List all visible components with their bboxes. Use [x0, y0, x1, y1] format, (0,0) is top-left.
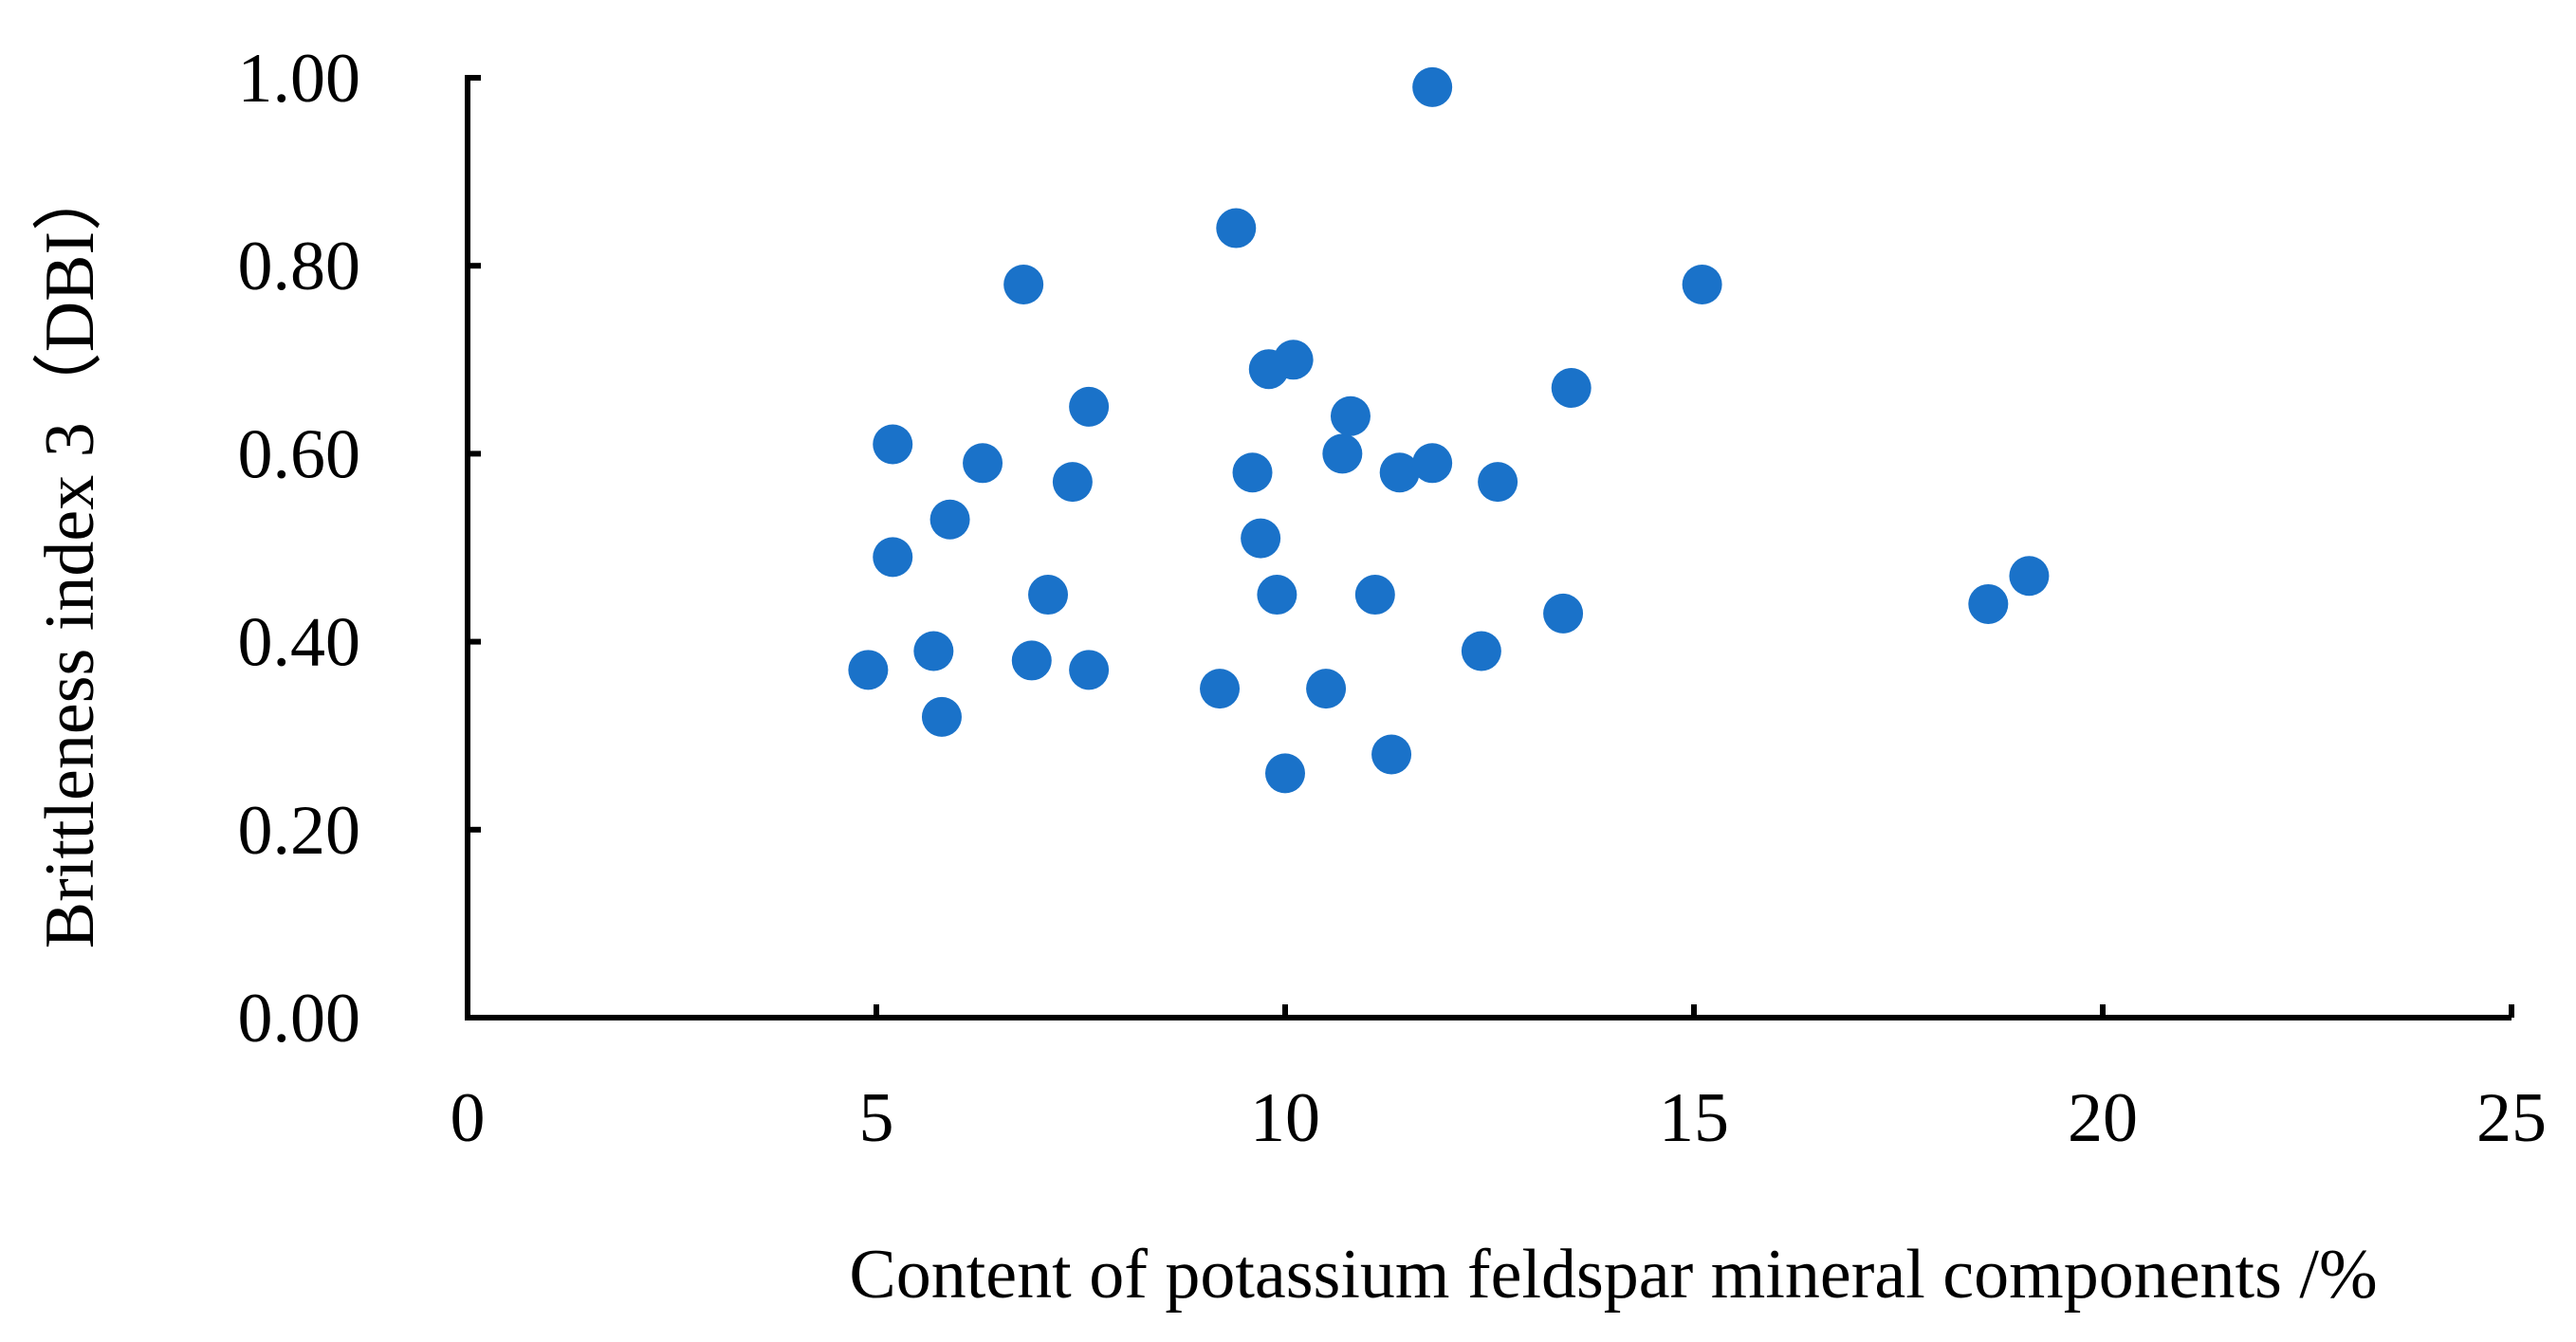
- axes: [465, 75, 2512, 1020]
- data-point: [963, 443, 1003, 484]
- x-tick-label: 20: [2068, 1079, 2138, 1157]
- data-point: [1216, 208, 1257, 248]
- y-tick-label: 1.00: [238, 40, 361, 118]
- y-tick-label: 0.40: [238, 604, 361, 682]
- x-axis-ticks: 0 5 10 15 20 25: [451, 1004, 2547, 1157]
- data-point: [873, 424, 913, 465]
- data-points: [848, 66, 2050, 794]
- data-point: [1003, 265, 1044, 305]
- x-tick-label: 25: [2476, 1079, 2547, 1157]
- data-point: [1478, 462, 1518, 503]
- data-point: [1069, 650, 1110, 690]
- x-tick-label: 10: [1250, 1079, 1320, 1157]
- data-point: [913, 631, 954, 671]
- data-point: [1011, 640, 1052, 681]
- data-point: [1306, 669, 1347, 709]
- data-point: [1069, 386, 1110, 427]
- x-tick-label: 15: [1659, 1079, 1729, 1157]
- data-point: [1265, 753, 1305, 794]
- data-point: [1330, 395, 1371, 436]
- y-tick-label: 0.80: [238, 228, 361, 305]
- data-point: [1052, 462, 1093, 503]
- data-point: [1412, 66, 1453, 107]
- data-point: [1354, 575, 1395, 616]
- data-point: [1200, 669, 1241, 709]
- data-point: [1028, 575, 1069, 616]
- data-point: [1412, 443, 1453, 484]
- x-tick-label: 5: [859, 1079, 894, 1157]
- data-point: [1371, 734, 1412, 775]
- data-point: [921, 696, 962, 737]
- data-point: [929, 499, 970, 540]
- y-tick-label: 0.60: [238, 415, 361, 493]
- y-tick-label: 0.20: [238, 792, 361, 870]
- x-tick-label: 0: [451, 1079, 486, 1157]
- x-axis-title: Content of potassium feldspar mineral co…: [849, 1236, 2377, 1314]
- data-point: [848, 650, 889, 690]
- data-point: [1232, 452, 1273, 493]
- data-point: [1968, 583, 2009, 624]
- y-axis-ticks: 0.00 0.20 0.40 0.60 0.80 1.00: [238, 40, 481, 1057]
- y-axis-title: Brittleness index 3（DBI）: [31, 161, 109, 948]
- y-tick-label: 0.00: [238, 980, 361, 1057]
- data-point: [1379, 452, 1420, 493]
- data-point: [2009, 556, 2050, 597]
- data-point: [1543, 593, 1584, 634]
- data-point: [1241, 518, 1281, 559]
- data-point: [1257, 575, 1297, 616]
- data-point: [1322, 433, 1363, 474]
- data-point: [1461, 631, 1501, 671]
- data-point: [1682, 265, 1722, 305]
- data-point: [1273, 340, 1314, 380]
- data-point: [1551, 368, 1592, 409]
- data-point: [873, 537, 913, 578]
